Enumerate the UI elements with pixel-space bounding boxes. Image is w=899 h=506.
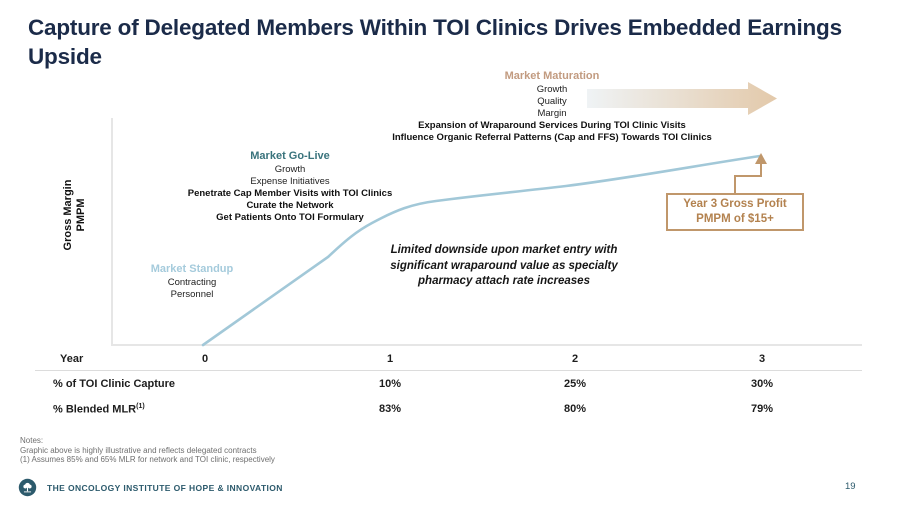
y-axis-line bbox=[111, 118, 113, 345]
phase-item-bold: Influence Organic Referral Patterns (Cap… bbox=[392, 132, 712, 143]
table-cell-mlr-y1: 83% bbox=[378, 403, 402, 415]
phase-item: Growth bbox=[536, 84, 568, 95]
y-axis-label-line2: PMPM bbox=[75, 198, 87, 232]
notes-line1: Graphic above is highly illustrative and… bbox=[20, 445, 257, 455]
table-cell-capture-y2: 25% bbox=[563, 378, 587, 390]
mlr-label-text: % Blended MLR bbox=[53, 403, 137, 416]
notes-block: Notes: Graphic above is highly illustrat… bbox=[20, 436, 275, 465]
table-header-year3: 3 bbox=[758, 353, 766, 365]
callout-arrowhead-icon bbox=[755, 153, 767, 164]
table-header-underline bbox=[35, 370, 862, 371]
phase-item-bold: Expansion of Wraparound Services During … bbox=[418, 120, 686, 131]
page-number: 19 bbox=[845, 481, 856, 492]
table-cell-capture-y1: 10% bbox=[378, 378, 402, 390]
table-header-year0: 0 bbox=[201, 353, 209, 365]
table-header-year1: 1 bbox=[386, 353, 394, 365]
callout-line1: Year 3 Gross Profit bbox=[683, 198, 787, 210]
x-axis-line bbox=[111, 344, 862, 346]
phase-title: Market Maturation bbox=[504, 70, 600, 82]
phase-market-go-live: Market Go-Live Growth Expense Initiative… bbox=[150, 150, 430, 224]
phase-market-standup: Market Standup Contracting Personnel bbox=[112, 263, 272, 301]
phase-item: Personnel bbox=[170, 289, 214, 300]
page-title: Capture of Delegated Members Within TOI … bbox=[28, 15, 842, 69]
y-axis-label: Gross Margin PMPM bbox=[62, 134, 88, 296]
phase-item: Quality bbox=[537, 96, 567, 107]
table-cell-mlr-y3: 79% bbox=[750, 403, 774, 415]
callout-connector-line bbox=[734, 163, 762, 193]
phase-item: Growth bbox=[274, 164, 306, 175]
year3-gross-profit-callout: Year 3 Gross Profit PMPM of $15+ bbox=[666, 193, 804, 231]
phase-item: Margin bbox=[537, 108, 567, 119]
y-axis-label-line1: Gross Margin bbox=[62, 179, 74, 251]
tree-icon bbox=[18, 478, 37, 497]
phase-item-bold: Get Patients Onto TOI Formulary bbox=[216, 212, 364, 223]
phase-item: Expense Initiatives bbox=[250, 176, 330, 187]
table-header-year2: 2 bbox=[571, 353, 579, 365]
market-entry-annotation: Limited downside upon market entry with … bbox=[390, 244, 618, 287]
table-row-label-capture: % of TOI Clinic Capture bbox=[53, 378, 176, 390]
phase-title: Market Standup bbox=[150, 263, 234, 275]
phase-item-bold: Penetrate Cap Member Visits with TOI Cli… bbox=[187, 188, 393, 199]
table-header-label: Year bbox=[60, 353, 84, 365]
phase-item: Contracting bbox=[167, 277, 217, 288]
notes-title: Notes: bbox=[20, 436, 44, 445]
table-row-label-mlr: % Blended MLR(1) bbox=[53, 403, 145, 416]
mlr-footnote-marker: (1) bbox=[136, 403, 145, 410]
table-cell-capture-y3: 30% bbox=[750, 378, 774, 390]
callout-line2: PMPM of $15+ bbox=[696, 213, 774, 225]
phase-market-maturation: Market Maturation Growth Quality Margin … bbox=[322, 70, 782, 144]
table-cell-mlr-y2: 80% bbox=[563, 403, 587, 415]
notes-line2: (1) Assumes 85% and 65% MLR for network … bbox=[20, 455, 275, 464]
footer-org-name: THE ONCOLOGY INSTITUTE OF HOPE & INNOVAT… bbox=[47, 483, 283, 493]
phase-title: Market Go-Live bbox=[250, 150, 330, 162]
phase-item-bold: Curate the Network bbox=[246, 200, 334, 211]
